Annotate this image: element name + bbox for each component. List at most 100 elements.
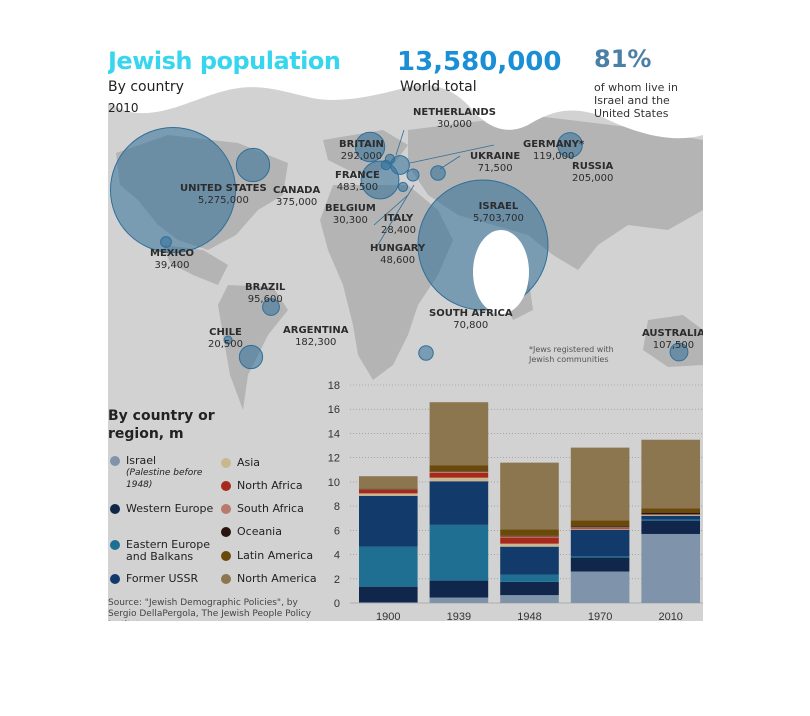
legend-note: (Palestine before 1948) [126,468,203,490]
bubble-ukraine [430,165,446,181]
country-label-canada: CANADA 375,000 [273,185,320,209]
legend-item: Latin America [237,550,332,562]
country-value: 182,300 [295,337,337,348]
country-value: 20,500 [208,339,243,350]
legend-swatch [221,504,231,514]
bar-segment-2010-3 [641,515,700,520]
bubble-russia [557,132,583,158]
x-tick-label: 1970 [588,611,612,621]
country-name: MEXICO [150,248,195,259]
bar-segment-1970-3 [570,529,630,557]
leader-line [409,144,495,164]
legend-swatch [221,458,231,468]
bubble-france [360,160,400,200]
country-name: UKRAINE [470,151,521,162]
y-tick-label: 2 [334,574,340,586]
legend-swatch [110,504,120,514]
y-tick-label: 18 [328,380,340,392]
bar-segment-2010-1 [641,520,700,534]
country-label-russia: RUSSIA 205,000 [572,161,613,185]
legend-label: Israel [126,454,157,467]
country-value: 5,703,700 [473,213,524,224]
bar-segment-1939-3 [429,481,489,525]
bar-segment-1948-6 [500,536,559,538]
legend-label: Eastern Europe and Balkans [126,538,210,563]
bar-segment-1948-2 [500,574,559,582]
y-tick-label: 14 [328,428,340,440]
country-label-chile: CHILE 20,500 [208,327,243,351]
land-shape-1 [163,245,228,285]
page-subtitle: By country [108,79,184,95]
legend-title: By country or region, m [108,408,215,442]
legend-item: North Africa [237,480,332,492]
country-value: 107,500 [652,340,695,351]
legend-label: Western Europe [126,502,214,515]
legend-label: Oceania [237,525,282,538]
leader-line [439,155,461,170]
bar-segment-1939-7 [429,471,489,472]
bubble-brazil [262,298,280,316]
share-value: 81% [594,45,652,73]
country-name: GERMANY* [523,139,585,150]
country-name: BELGIUM [325,203,376,214]
legend-label: Asia [237,456,261,469]
bar-segment-1900-6 [359,489,418,490]
bar-segment-1948-3 [500,546,559,575]
bar-segment-2010-8 [641,508,700,514]
world-total-label: World total [400,79,477,95]
bar-segment-1939-2 [429,524,489,581]
bar-segment-1970-8 [570,520,630,527]
bar-segment-1970-6 [570,527,630,529]
map-footnote: *Jews registered with Jewish communities [529,345,614,364]
legend-label: Former USSR [126,572,199,585]
bar-segment-1970-0 [570,571,630,603]
bar-segment-1939-9 [429,402,489,466]
bubble-hungary [406,168,420,182]
bar-segment-1900-5 [359,489,418,494]
bar-segment-1900-2 [359,546,418,587]
bubble-south-africa [418,345,434,361]
country-value: 70,800 [453,320,489,331]
bar-segment-1900-7 [359,488,418,490]
country-name: SOUTH AFRICA [429,308,513,319]
legend-swatch [221,527,231,537]
country-value: 39,400 [154,260,190,271]
legend-item: Former USSR [126,573,221,585]
world-map [108,35,703,410]
bar-segment-1900-1 [359,586,418,603]
bubble-italy [397,181,409,193]
y-tick-label: 10 [328,477,340,489]
bar-segment-1970-9 [570,447,630,521]
country-label-brazil: BRAZIL 95,600 [245,282,285,306]
legend-item: Asia [237,457,332,469]
leader-line [395,129,405,156]
bar-segment-1970-2 [570,556,630,558]
y-tick-label: 8 [334,501,340,513]
x-tick-label: 1939 [447,611,471,621]
bar-segment-1900-9 [359,476,418,489]
bar-segment-2010-9 [641,439,700,509]
country-value: 30,000 [436,119,472,130]
country-name: BRAZIL [245,282,286,293]
bar-segment-1900-3 [359,495,418,547]
country-name: UNITED STATES [180,183,267,194]
bubble-united-states [109,126,237,254]
country-value: 48,600 [380,255,416,266]
country-label-belgium: BELGIUM 30,300 [325,203,376,227]
bar-segment-1900-8 [359,488,418,489]
legend-swatch [221,551,231,561]
x-tick-label: 1948 [517,611,541,621]
legend-swatch [110,540,120,550]
country-name: BRITAIN [339,139,384,150]
y-tick-label: 4 [334,550,340,562]
country-label-argentina: ARGENTINA 182,300 [283,325,349,349]
bar-segment-1948-8 [500,529,559,536]
country-value: 28,400 [381,225,416,236]
bubble-mexico [160,236,172,248]
bar-segment-1939-4 [429,477,489,482]
bar-segment-2010-2 [641,519,700,521]
bar-segment-1970-4 [570,529,630,530]
legend-swatch [221,481,231,491]
bubble-australia [669,342,689,362]
country-label-israel: ISRAEL 5,703,700 [473,201,524,225]
